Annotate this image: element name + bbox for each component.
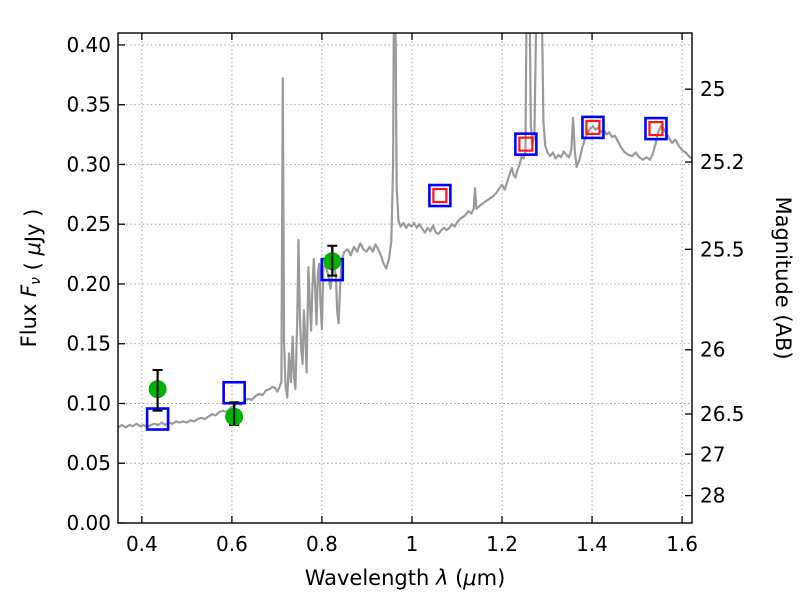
y-tick-label: 0.10: [66, 391, 111, 415]
mag-tick-label: 25.2: [700, 150, 745, 174]
x-tick-label: 1.4: [576, 532, 608, 556]
y-tick-label: 0.30: [66, 152, 111, 176]
x-tick-label: 1.2: [486, 532, 518, 556]
mag-tick-label: 25: [700, 77, 725, 101]
x-tick-label: 0.8: [306, 532, 338, 556]
x-tick-label: 0.6: [216, 532, 248, 556]
mag-tick-label: 26: [700, 338, 725, 362]
ticks: [118, 33, 692, 524]
x-tick-label: 1.6: [666, 532, 698, 556]
mag-tick-label: 26.5: [700, 402, 745, 426]
y-tick-label: 0.15: [66, 332, 111, 356]
red-square-point: [518, 136, 534, 152]
y-tick-label: 0.05: [66, 451, 111, 475]
y-tick-label: 0.40: [66, 33, 111, 57]
y-tick-label: 0.25: [66, 212, 111, 236]
red-square-point: [585, 119, 601, 136]
mag-tick-label: 25.5: [700, 237, 745, 261]
y-tick-label: 0.00: [66, 511, 111, 535]
red-square-point: [648, 121, 664, 137]
mag-tick-label: 28: [700, 484, 725, 508]
y-axis-label: Flux Fν ( μJy ): [17, 209, 45, 348]
blue-square-point: [428, 183, 452, 208]
blue-square-point: [514, 132, 538, 156]
red-square-point: [432, 187, 448, 204]
y-tick-label: 0.20: [66, 272, 111, 296]
blue-square-point: [644, 116, 668, 141]
mag-axis-label: Magnitude (AB): [771, 196, 795, 359]
x-tick-label: 1: [406, 532, 419, 556]
mag-tick-label: 27: [700, 442, 725, 466]
plot-border: [117, 32, 693, 524]
model-spectrum-line: [118, 33, 692, 429]
y-tick-label: 0.35: [66, 93, 111, 117]
blue-square-point: [581, 115, 605, 140]
x-tick-label: 0.4: [126, 532, 158, 556]
x-axis-label: Wavelength λ (μm): [305, 566, 506, 590]
